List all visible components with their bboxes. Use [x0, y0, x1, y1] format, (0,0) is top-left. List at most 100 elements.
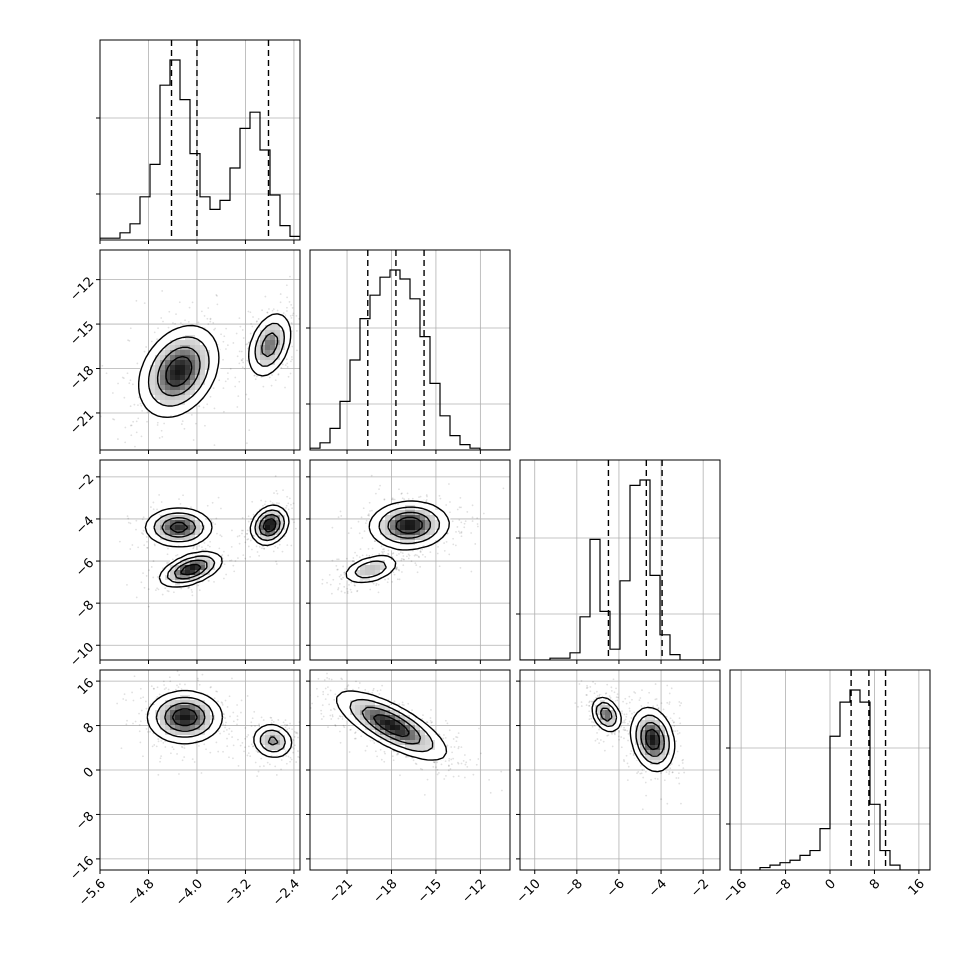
density-cell — [380, 525, 386, 531]
density-cell — [355, 700, 361, 706]
scatter-point — [307, 698, 309, 700]
scatter-point — [145, 707, 148, 710]
density-cell — [180, 350, 186, 356]
scatter-point — [452, 757, 455, 760]
scatter-point — [157, 773, 160, 776]
scatter-point — [177, 686, 180, 689]
density-cell — [205, 355, 211, 361]
scatter-point — [275, 489, 278, 492]
scatter-point — [236, 718, 239, 721]
scatter-point — [410, 560, 413, 563]
scatter-point — [217, 496, 220, 499]
density-cell — [200, 355, 206, 361]
density-cell — [285, 745, 291, 751]
density-cell — [440, 525, 446, 531]
scatter-point — [334, 724, 337, 726]
scatter-point — [129, 379, 132, 382]
scatter-point — [430, 708, 432, 711]
density-cell — [275, 735, 281, 741]
scatter-point — [343, 591, 346, 594]
scatter-point — [131, 691, 133, 694]
scatter-point — [244, 557, 247, 560]
density-cell — [385, 725, 391, 731]
density-cell — [175, 380, 181, 386]
density-cell — [365, 565, 371, 571]
scatter-point — [278, 543, 281, 546]
scatter-point — [285, 504, 288, 507]
density-cell — [390, 510, 396, 516]
scatter-point — [280, 768, 282, 771]
density-cell — [400, 545, 406, 551]
scatter-point — [257, 318, 260, 320]
scatter-point — [101, 364, 104, 367]
density-cell — [410, 525, 416, 531]
scatter-point — [285, 284, 288, 287]
scatter-point — [399, 551, 402, 554]
density-cell — [195, 380, 201, 386]
density-cell — [380, 710, 386, 716]
scatter-point — [320, 709, 323, 712]
scatter-point — [400, 559, 403, 562]
density-cell — [160, 405, 166, 411]
scatter-point — [393, 700, 396, 703]
scatter-point — [292, 502, 295, 505]
contour-line — [155, 696, 286, 753]
density-cell — [205, 330, 211, 336]
scatter-point — [215, 294, 218, 296]
density-cell — [280, 520, 286, 526]
density-cell — [355, 570, 361, 576]
scatter-point — [391, 552, 394, 555]
density-cell — [275, 750, 281, 756]
scatter-point — [190, 588, 193, 591]
density-cell — [160, 340, 166, 346]
density-cell — [190, 735, 196, 741]
density-cell — [265, 520, 271, 526]
scatter-point — [137, 417, 140, 420]
density-cell — [155, 530, 161, 536]
density-cell — [160, 700, 166, 706]
density-cell — [355, 705, 361, 711]
scatter-point — [392, 552, 395, 554]
scatter-point — [346, 587, 349, 590]
scatter-point — [289, 372, 292, 375]
density-cell — [170, 535, 176, 541]
scatter-point — [342, 565, 345, 568]
density-cell — [140, 365, 146, 371]
density-cell — [170, 735, 176, 741]
density-cell — [180, 555, 186, 561]
density-cell — [275, 350, 281, 356]
scatter-point — [288, 301, 291, 303]
scatter-point — [574, 702, 577, 704]
density-cell — [185, 725, 191, 731]
density-cell — [285, 520, 291, 526]
density-cell — [275, 360, 281, 366]
scatter-point — [132, 420, 135, 423]
density-cell — [265, 530, 271, 536]
scatter-point — [251, 745, 254, 748]
scatter-point — [132, 722, 134, 725]
density-cell — [205, 715, 211, 721]
scatter-point — [197, 584, 200, 587]
scatter-point — [352, 557, 355, 559]
scatter-point — [260, 376, 263, 378]
histogram-step — [100, 59, 300, 240]
scatter-point — [157, 588, 160, 591]
density-cell — [435, 750, 441, 756]
density-cell — [425, 535, 431, 541]
density-cell — [435, 525, 441, 531]
scatter-point — [140, 709, 143, 712]
density-cell — [210, 720, 216, 726]
density-cell — [415, 500, 421, 506]
density-cell — [180, 410, 186, 416]
density-cell — [405, 710, 411, 716]
scatter-point — [446, 744, 449, 747]
scatter-point — [271, 502, 274, 505]
scatter-point — [274, 379, 277, 382]
scatter-point — [286, 306, 288, 309]
density-cell — [150, 405, 156, 411]
density-cell — [210, 345, 216, 351]
scatter-point — [599, 739, 602, 741]
density-cell — [415, 750, 421, 756]
scatter-point — [178, 301, 181, 304]
scatter-point — [215, 690, 218, 693]
